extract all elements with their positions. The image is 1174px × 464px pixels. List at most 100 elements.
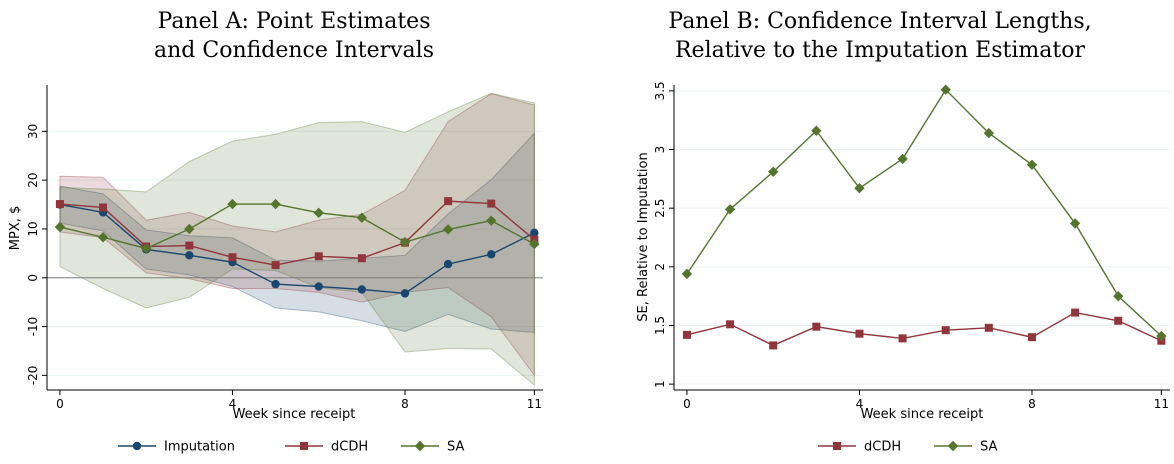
panel-a-series-line-imputation bbox=[59, 203, 535, 295]
panel-b-legend-marker-dcdh bbox=[833, 442, 841, 450]
panel-b-point-sa-11 bbox=[1156, 330, 1167, 342]
panel-b-x-axis-label: Week since receipt bbox=[861, 407, 984, 422]
panel-b-series-line-sa bbox=[686, 88, 1162, 337]
panel-b-y-axis-label: SE, Relative to Imputation bbox=[636, 152, 651, 321]
panel-a-y-tick-label-5: 30 bbox=[26, 124, 40, 139]
panel-b-x-tick-label-1: 4 bbox=[856, 397, 864, 411]
panel-a-y-tick-label-1: -10 bbox=[26, 317, 40, 337]
panel-a-point-imputation-6 bbox=[314, 282, 323, 291]
panel-b-y-tick-label-3: 2.5 bbox=[653, 199, 667, 218]
panel-b-y-tick-label-0: 1 bbox=[653, 380, 667, 388]
panel-a-point-sa-2 bbox=[141, 243, 152, 254]
panel-a-point-imputation-3 bbox=[185, 251, 194, 260]
panel-a-ci-band-imputation bbox=[59, 132, 535, 333]
panel-b-point-sa-2 bbox=[768, 166, 779, 178]
panel-a-point-dcdh-6 bbox=[314, 252, 323, 261]
panel-a-point-sa-3 bbox=[184, 223, 195, 235]
panel-b-point-sa-6 bbox=[940, 84, 951, 95]
panel-b-point-dcdh-8 bbox=[1027, 333, 1036, 342]
panel-a-x-tick-label-1: 4 bbox=[229, 397, 237, 411]
panel-b-point-sa-0 bbox=[681, 268, 693, 280]
panel-a-ci-band-dcdh bbox=[59, 93, 535, 377]
panel-a-point-sa-5 bbox=[270, 198, 281, 210]
panel-a-y-tick-label-2: 0 bbox=[26, 274, 40, 282]
panel-a-point-sa-1 bbox=[97, 232, 109, 243]
panel-a-x-tick-label-3: 11 bbox=[527, 397, 542, 411]
panel-a: Panel A: Point Estimates and Confidence … bbox=[8, 9, 543, 455]
panel-a-point-dcdh-0 bbox=[55, 200, 64, 209]
panel-a-x-tick-label-2: 8 bbox=[401, 397, 409, 411]
panel-b-point-dcdh-0 bbox=[682, 330, 691, 339]
panel-a-point-dcdh-4 bbox=[228, 253, 237, 262]
panel-a-y-tick-label-4: 20 bbox=[26, 173, 40, 188]
panel-b-point-dcdh-9 bbox=[1071, 308, 1080, 317]
panel-a-legend: Imputation dCDH SA bbox=[118, 440, 464, 455]
panel-a-y-tick-label-3: 10 bbox=[26, 221, 40, 236]
panel-b-x-tick-label-3: 11 bbox=[1154, 397, 1169, 411]
panel-a-point-dcdh-10 bbox=[487, 199, 496, 208]
panel-b-point-dcdh-3 bbox=[812, 322, 821, 331]
panel-b-legend: dCDH SA bbox=[818, 440, 997, 455]
panel-b-legend-label-sa: SA bbox=[980, 440, 997, 455]
panel-b-y-tick-label-5: 3.5 bbox=[653, 81, 667, 100]
panel-b-y-tick-label-2: 2 bbox=[653, 263, 667, 271]
panel-a-ci-band-sa bbox=[59, 92, 535, 387]
panel-b-y-tick-label-4: 3 bbox=[653, 146, 667, 154]
panel-b-point-dcdh-5 bbox=[898, 334, 907, 343]
panel-b-point-sa-8 bbox=[1026, 159, 1038, 170]
panel-a-legend-label-dcdh: dCDH bbox=[331, 440, 368, 455]
panel-a-title-line-1: Panel A: Point Estimates bbox=[158, 9, 431, 34]
panel-b-x-tick-label-2: 8 bbox=[1028, 397, 1036, 411]
panel-b-point-dcdh-6 bbox=[941, 326, 950, 335]
panel-a-series-line-sa bbox=[59, 203, 535, 250]
panel-a-legend-label-imputation: Imputation bbox=[164, 440, 235, 455]
panel-a-y-tick-label-0: -20 bbox=[26, 366, 40, 386]
panel-a-point-sa-4 bbox=[227, 198, 238, 210]
panel-a-point-imputation-8 bbox=[400, 289, 410, 298]
panel-b-point-sa-9 bbox=[1069, 218, 1081, 229]
panel-a-legend-marker-sa bbox=[414, 440, 426, 452]
panel-b-legend-label-dcdh: dCDH bbox=[864, 440, 901, 455]
panel-b-plot: 1 1.5 2 2.5 3 3.5 0 4 8 11 bbox=[653, 81, 1170, 411]
panel-a-point-imputation-9 bbox=[443, 259, 453, 269]
panel-a-point-sa-0 bbox=[54, 221, 66, 233]
panel-a-point-sa-7 bbox=[356, 212, 368, 223]
panel-a-series-line-dcdh bbox=[59, 200, 535, 266]
panel-b: Panel B: Confidence Interval Lengths, Re… bbox=[636, 9, 1170, 455]
panel-a-point-sa-9 bbox=[442, 224, 454, 235]
panel-b-legend-marker-sa bbox=[947, 440, 959, 452]
panel-a-point-imputation-7 bbox=[357, 285, 367, 294]
panel-a-point-imputation-10 bbox=[487, 250, 496, 259]
panel-a-point-imputation-11 bbox=[530, 228, 539, 238]
panel-a-legend-marker-imputation bbox=[132, 441, 142, 451]
panel-a-title-line-2: and Confidence Intervals bbox=[154, 38, 434, 63]
panel-a-x-axis-label: Week since receipt bbox=[233, 407, 356, 422]
panel-a-y-axis-label: MPX, $ bbox=[8, 206, 23, 251]
panel-a-point-sa-11 bbox=[529, 238, 540, 250]
panel-b-point-sa-1 bbox=[724, 204, 736, 215]
panel-b-x-tick-label-0: 0 bbox=[683, 397, 691, 411]
panel-b-point-sa-3 bbox=[811, 125, 822, 136]
panel-b-point-sa-7 bbox=[983, 127, 995, 139]
panel-a-point-dcdh-7 bbox=[357, 254, 366, 263]
panel-b-point-dcdh-2 bbox=[769, 341, 778, 350]
panel-a-point-dcdh-9 bbox=[444, 197, 453, 206]
panel-a-legend-marker-dcdh bbox=[300, 442, 308, 450]
panel-b-title-line-2: Relative to the Imputation Estimator bbox=[675, 38, 1085, 63]
panel-a-x-tick-label-0: 0 bbox=[56, 397, 64, 411]
panel-a-point-sa-6 bbox=[313, 207, 324, 219]
panel-b-y-tick-label-1: 1.5 bbox=[653, 316, 667, 335]
panel-a-point-dcdh-3 bbox=[185, 241, 194, 250]
panel-a-plot: -20 -10 0 10 20 30 0 4 8 11 bbox=[26, 85, 543, 411]
panel-b-point-sa-5 bbox=[897, 153, 908, 165]
panel-a-point-sa-10 bbox=[486, 215, 497, 226]
panel-a-legend-label-sa: SA bbox=[447, 440, 464, 455]
panel-a-point-dcdh-5 bbox=[271, 261, 280, 270]
panel-b-point-dcdh-1 bbox=[726, 320, 735, 329]
panel-b-point-sa-10 bbox=[1113, 290, 1124, 302]
panel-a-point-imputation-5 bbox=[271, 279, 280, 289]
panel-b-title-line-1: Panel B: Confidence Interval Lengths, bbox=[668, 9, 1091, 34]
panel-b-point-sa-4 bbox=[854, 183, 865, 194]
panel-b-point-dcdh-7 bbox=[984, 323, 993, 332]
